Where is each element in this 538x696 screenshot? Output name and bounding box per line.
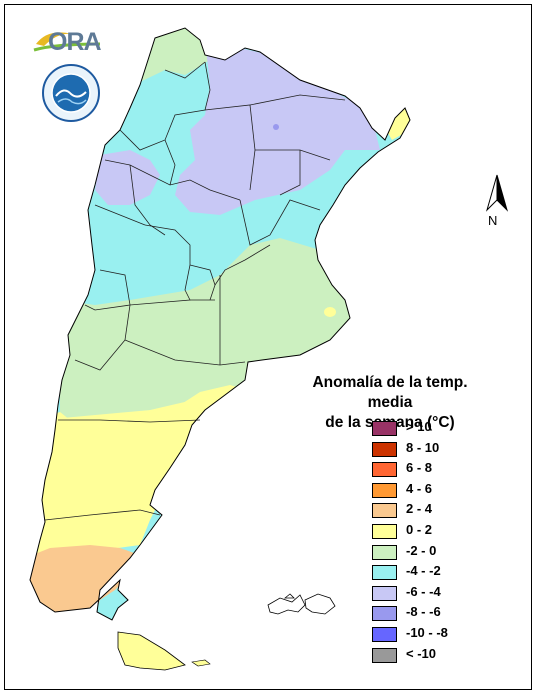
legend-label: 6 - 8 <box>406 460 433 476</box>
isla-estados <box>191 659 211 667</box>
zone-dot <box>273 124 279 130</box>
ora-logo-text: ORA <box>48 28 102 56</box>
legend-swatch <box>372 482 397 498</box>
legend-swatch <box>372 565 397 581</box>
legend-label: 4 - 6 <box>406 480 433 496</box>
smn-seal <box>42 64 100 122</box>
north-arrow <box>485 174 509 212</box>
zone-south-orange <box>30 545 140 615</box>
province-borders <box>44 61 346 521</box>
legend-label: -8 - -6 <box>406 604 441 620</box>
zone-northwest-lavender <box>95 150 160 205</box>
legend-swatch <box>372 647 397 663</box>
legend-swatch <box>372 462 397 478</box>
legend-label: 8 - 10 <box>406 439 440 455</box>
malvinas-islands <box>267 593 336 615</box>
legend-label: 0 - 2 <box>406 521 433 537</box>
legend-label: -2 - 0 <box>406 542 437 558</box>
zone-ba-yellow <box>324 307 336 317</box>
north-label: N <box>488 213 498 228</box>
legend-swatch <box>372 523 397 539</box>
legend-label: -6 - -4 <box>406 583 441 599</box>
legend-swatch <box>372 503 397 519</box>
legend-label: -4 - -2 <box>406 563 441 579</box>
ora-logo <box>33 32 101 52</box>
legend-swatch <box>372 421 397 436</box>
legend-swatch <box>372 626 397 642</box>
legend-label: -10 - -8 <box>406 624 448 640</box>
legend-swatch <box>372 585 397 601</box>
legend-label: 2 - 4 <box>406 501 433 517</box>
zone-yellow-edge <box>40 385 240 450</box>
legend-swatch <box>372 606 397 622</box>
legend-swatch <box>372 544 397 560</box>
legend-title-line1: Anomalía de la temp. media <box>312 374 468 411</box>
legend-label: < -10 <box>406 645 436 661</box>
tierra-del-fuego <box>117 631 186 671</box>
legend-label: > 10 <box>406 419 432 434</box>
legend-swatch <box>372 441 397 457</box>
legend-title: Anomalía de la temp. media de la semana … <box>290 373 490 433</box>
